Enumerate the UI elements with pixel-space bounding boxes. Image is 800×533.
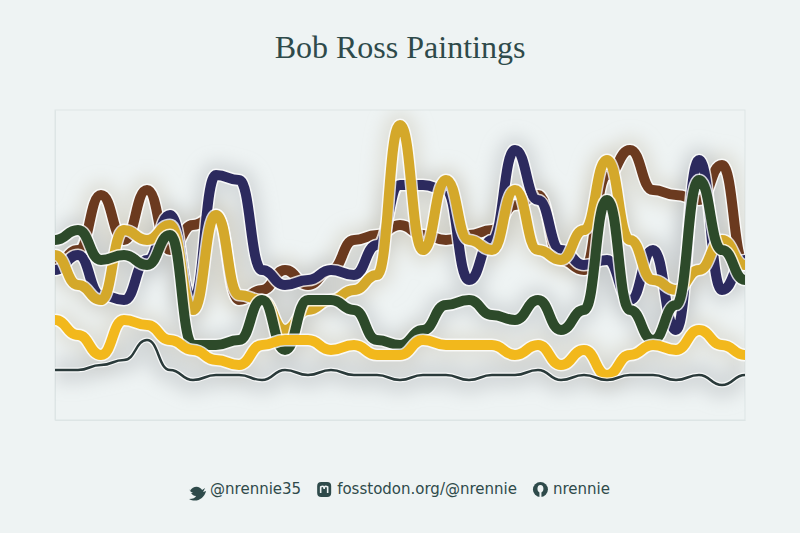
- haze: [55, 125, 745, 385]
- github-icon-mark: [537, 485, 543, 497]
- plot-frame: [55, 110, 745, 420]
- series-haze: [55, 125, 745, 330]
- series-line: [55, 340, 745, 385]
- plot-area: [55, 125, 745, 385]
- series-edge: [55, 340, 745, 385]
- footer-text: fosstodon.org/@nrennie: [337, 480, 517, 498]
- series-line: [55, 125, 745, 330]
- twitter-icon: [189, 487, 206, 501]
- footer-item: nrennie: [533, 480, 610, 498]
- series-line: [55, 320, 745, 375]
- series-edge: [55, 320, 745, 375]
- footer-text: @nrennie35: [210, 480, 301, 498]
- icon: [533, 482, 548, 497]
- x-axis: [56, 420, 746, 421]
- title: Bob Ross Paintings: [275, 29, 526, 65]
- chart: Bob Ross Paintings @nrennie35 fosstodon.or…: [0, 0, 800, 533]
- footer: @nrennie35 fosstodon.org/@nrennie nrennie: [189, 480, 610, 501]
- footer-item: @nrennie35: [189, 480, 301, 501]
- github-icon: [533, 482, 548, 497]
- footer-text: nrennie: [553, 480, 610, 498]
- series-edge: [55, 125, 745, 330]
- icon: [189, 487, 206, 501]
- footer-item: fosstodon.org/@nrennie: [317, 480, 517, 498]
- mastodon-icon: [317, 482, 331, 497]
- mastodon-icon-mark: [321, 486, 328, 493]
- icon: [317, 482, 331, 497]
- axis-line: [56, 420, 746, 421]
